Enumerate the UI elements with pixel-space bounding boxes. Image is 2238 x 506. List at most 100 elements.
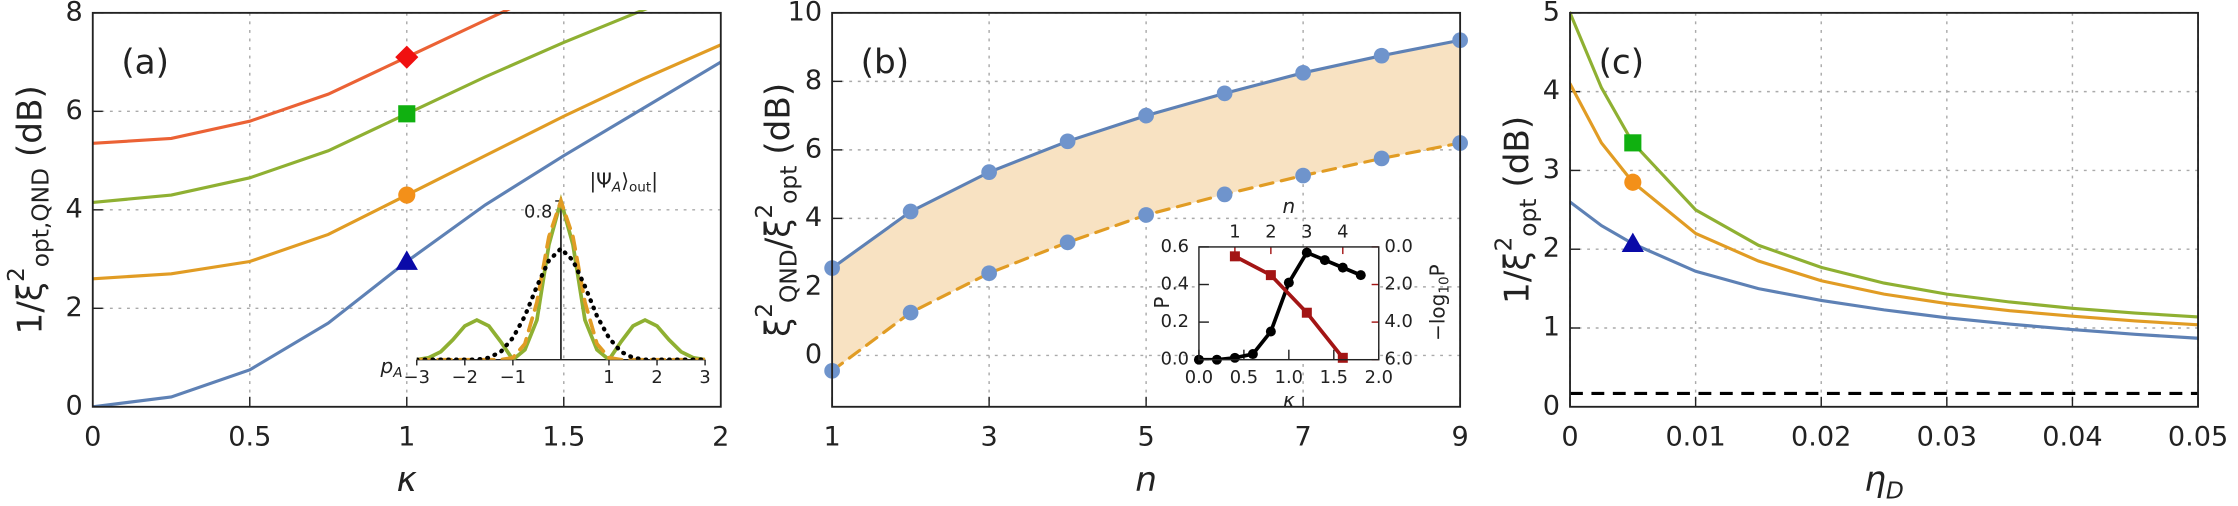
x-axis-label: n [1135, 460, 1157, 500]
y2-tick-label: 4.0 [1384, 311, 1412, 332]
x2-axis-label-part: n [1283, 193, 1296, 217]
y-tick-label: 5 [1543, 0, 1560, 27]
x-tick-label: 0.05 [2168, 422, 2228, 453]
x-tick-label: 0.04 [2042, 422, 2102, 453]
x-tick-label: 0.02 [1791, 422, 1851, 453]
y-axis-label-part: (dB) [10, 85, 50, 168]
data-point [1301, 247, 1312, 258]
panel-label: (b) [861, 43, 909, 83]
x-tick-label: 2 [712, 422, 729, 453]
x2-tick-label: 4 [1337, 222, 1348, 243]
data-point [1247, 349, 1258, 360]
y-tick-label: 8 [805, 65, 822, 96]
x2-tick-label: 3 [1301, 222, 1312, 243]
data-point [1373, 47, 1390, 64]
y-axis-label-part: 2 [750, 204, 777, 219]
marker [1624, 173, 1642, 191]
data-point [1059, 133, 1076, 150]
series-line [1233, 254, 1345, 360]
y-axis-label-part: 2 [3, 267, 30, 282]
band-fill [832, 40, 1461, 371]
plot-frame [91, 11, 722, 408]
y-tick-label: 8 [66, 0, 83, 27]
x-tick-label: 1 [398, 422, 415, 453]
y-axis-label-part: 1/ξ [1497, 252, 1537, 304]
y-tick-label: 2 [805, 270, 822, 301]
x-tick-label: 3 [980, 422, 997, 453]
panel-label: (a) [121, 43, 169, 83]
y-tick-label: 4 [66, 193, 83, 224]
y2-axis-label-part: P [1425, 264, 1449, 276]
y-tick-label: 1 [1543, 312, 1560, 343]
y-axis-label: 1/ξ2opt (dB) [1490, 116, 1542, 304]
plot-background [1570, 12, 2199, 407]
x-tick-label: 1.0 [1275, 367, 1303, 388]
plot-frame [1569, 11, 2199, 408]
data-point [1216, 85, 1233, 102]
data-point [981, 265, 997, 282]
x-tick-label: 2 [651, 367, 662, 388]
inset-title-part: A [611, 179, 621, 195]
inset-title-part: out [629, 179, 651, 195]
x-tick-label: 0 [1561, 422, 1578, 453]
y-tick-label: 10 [788, 0, 823, 27]
x-axis-label: κ [397, 460, 418, 500]
x-tick-label: 0 [84, 422, 101, 453]
plot-area [1198, 250, 1363, 360]
y-tick-label: 2 [66, 292, 83, 323]
x-tick-label: 0.0 [1185, 367, 1213, 388]
x-tick-label: 9 [1451, 422, 1468, 453]
y-tick-label: 0.4 [1161, 274, 1189, 295]
y-axis-label-part: 2 [1490, 237, 1517, 252]
x2-tick-label: 1 [1229, 222, 1240, 243]
inset-title-part: ⟩ [621, 168, 629, 192]
y-tick-label: 0 [66, 390, 83, 421]
data-point [902, 203, 919, 220]
y-axis-label-part: (dB) [758, 83, 798, 166]
inset-title-part: |Ψ [589, 168, 611, 192]
data-point [1295, 64, 1311, 81]
x-tick-label: 1 [603, 367, 614, 388]
x-tick-label: 0.01 [1665, 422, 1725, 453]
y-axis-label-part: 1/ξ [10, 282, 50, 334]
x-axis-label-part: A [392, 365, 402, 381]
y2-tick-label: 6.0 [1384, 349, 1412, 370]
marker [1621, 232, 1644, 253]
marker [398, 186, 416, 204]
data-point [1265, 326, 1276, 337]
y-tick-label: 0.6 [1161, 236, 1189, 257]
y-axis-label-part: opt [775, 166, 802, 204]
y-axis-label: P [1150, 297, 1174, 309]
inset-title: |ΨA⟩out| [589, 168, 658, 195]
x-axis-label-part: D [1886, 477, 1904, 504]
y-tick-label: 3 [1543, 154, 1560, 185]
marker [1624, 134, 1642, 152]
y-axis-label-part: QND [775, 249, 802, 303]
data-point [1301, 307, 1312, 318]
x-axis-label: ηD [1864, 460, 1904, 504]
y-tick-label: 0.8 [524, 201, 552, 222]
x-axis-label-part: κ [1283, 388, 1295, 412]
y-tick-label: 0 [805, 339, 822, 370]
x-axis-label-part: κ [397, 460, 418, 500]
y-axis-label-part: /ξ [758, 219, 798, 250]
y-axis-label-part: (dB) [1497, 116, 1537, 199]
x-axis-label-part: η [1864, 460, 1886, 500]
series-line [1198, 250, 1363, 360]
y2-axis-label-part: 10 [1437, 276, 1453, 293]
series-line [416, 195, 706, 360]
data-point [1216, 186, 1233, 203]
plot-frame [831, 11, 1462, 408]
series-line [416, 245, 706, 360]
data-point [1355, 270, 1366, 281]
x-axis-label: pA [380, 353, 403, 380]
x-tick-label: −2 [452, 367, 478, 388]
y-axis-label-part: opt [1514, 199, 1541, 237]
data-point [1265, 270, 1276, 281]
x-tick-label: 0.03 [1917, 422, 1977, 453]
data-point [1229, 251, 1240, 262]
y2-axis-label-part: −log [1425, 294, 1449, 341]
data-point [1229, 352, 1240, 363]
x-tick-label: 1.5 [542, 422, 585, 453]
panel-label: (c) [1599, 43, 1645, 83]
